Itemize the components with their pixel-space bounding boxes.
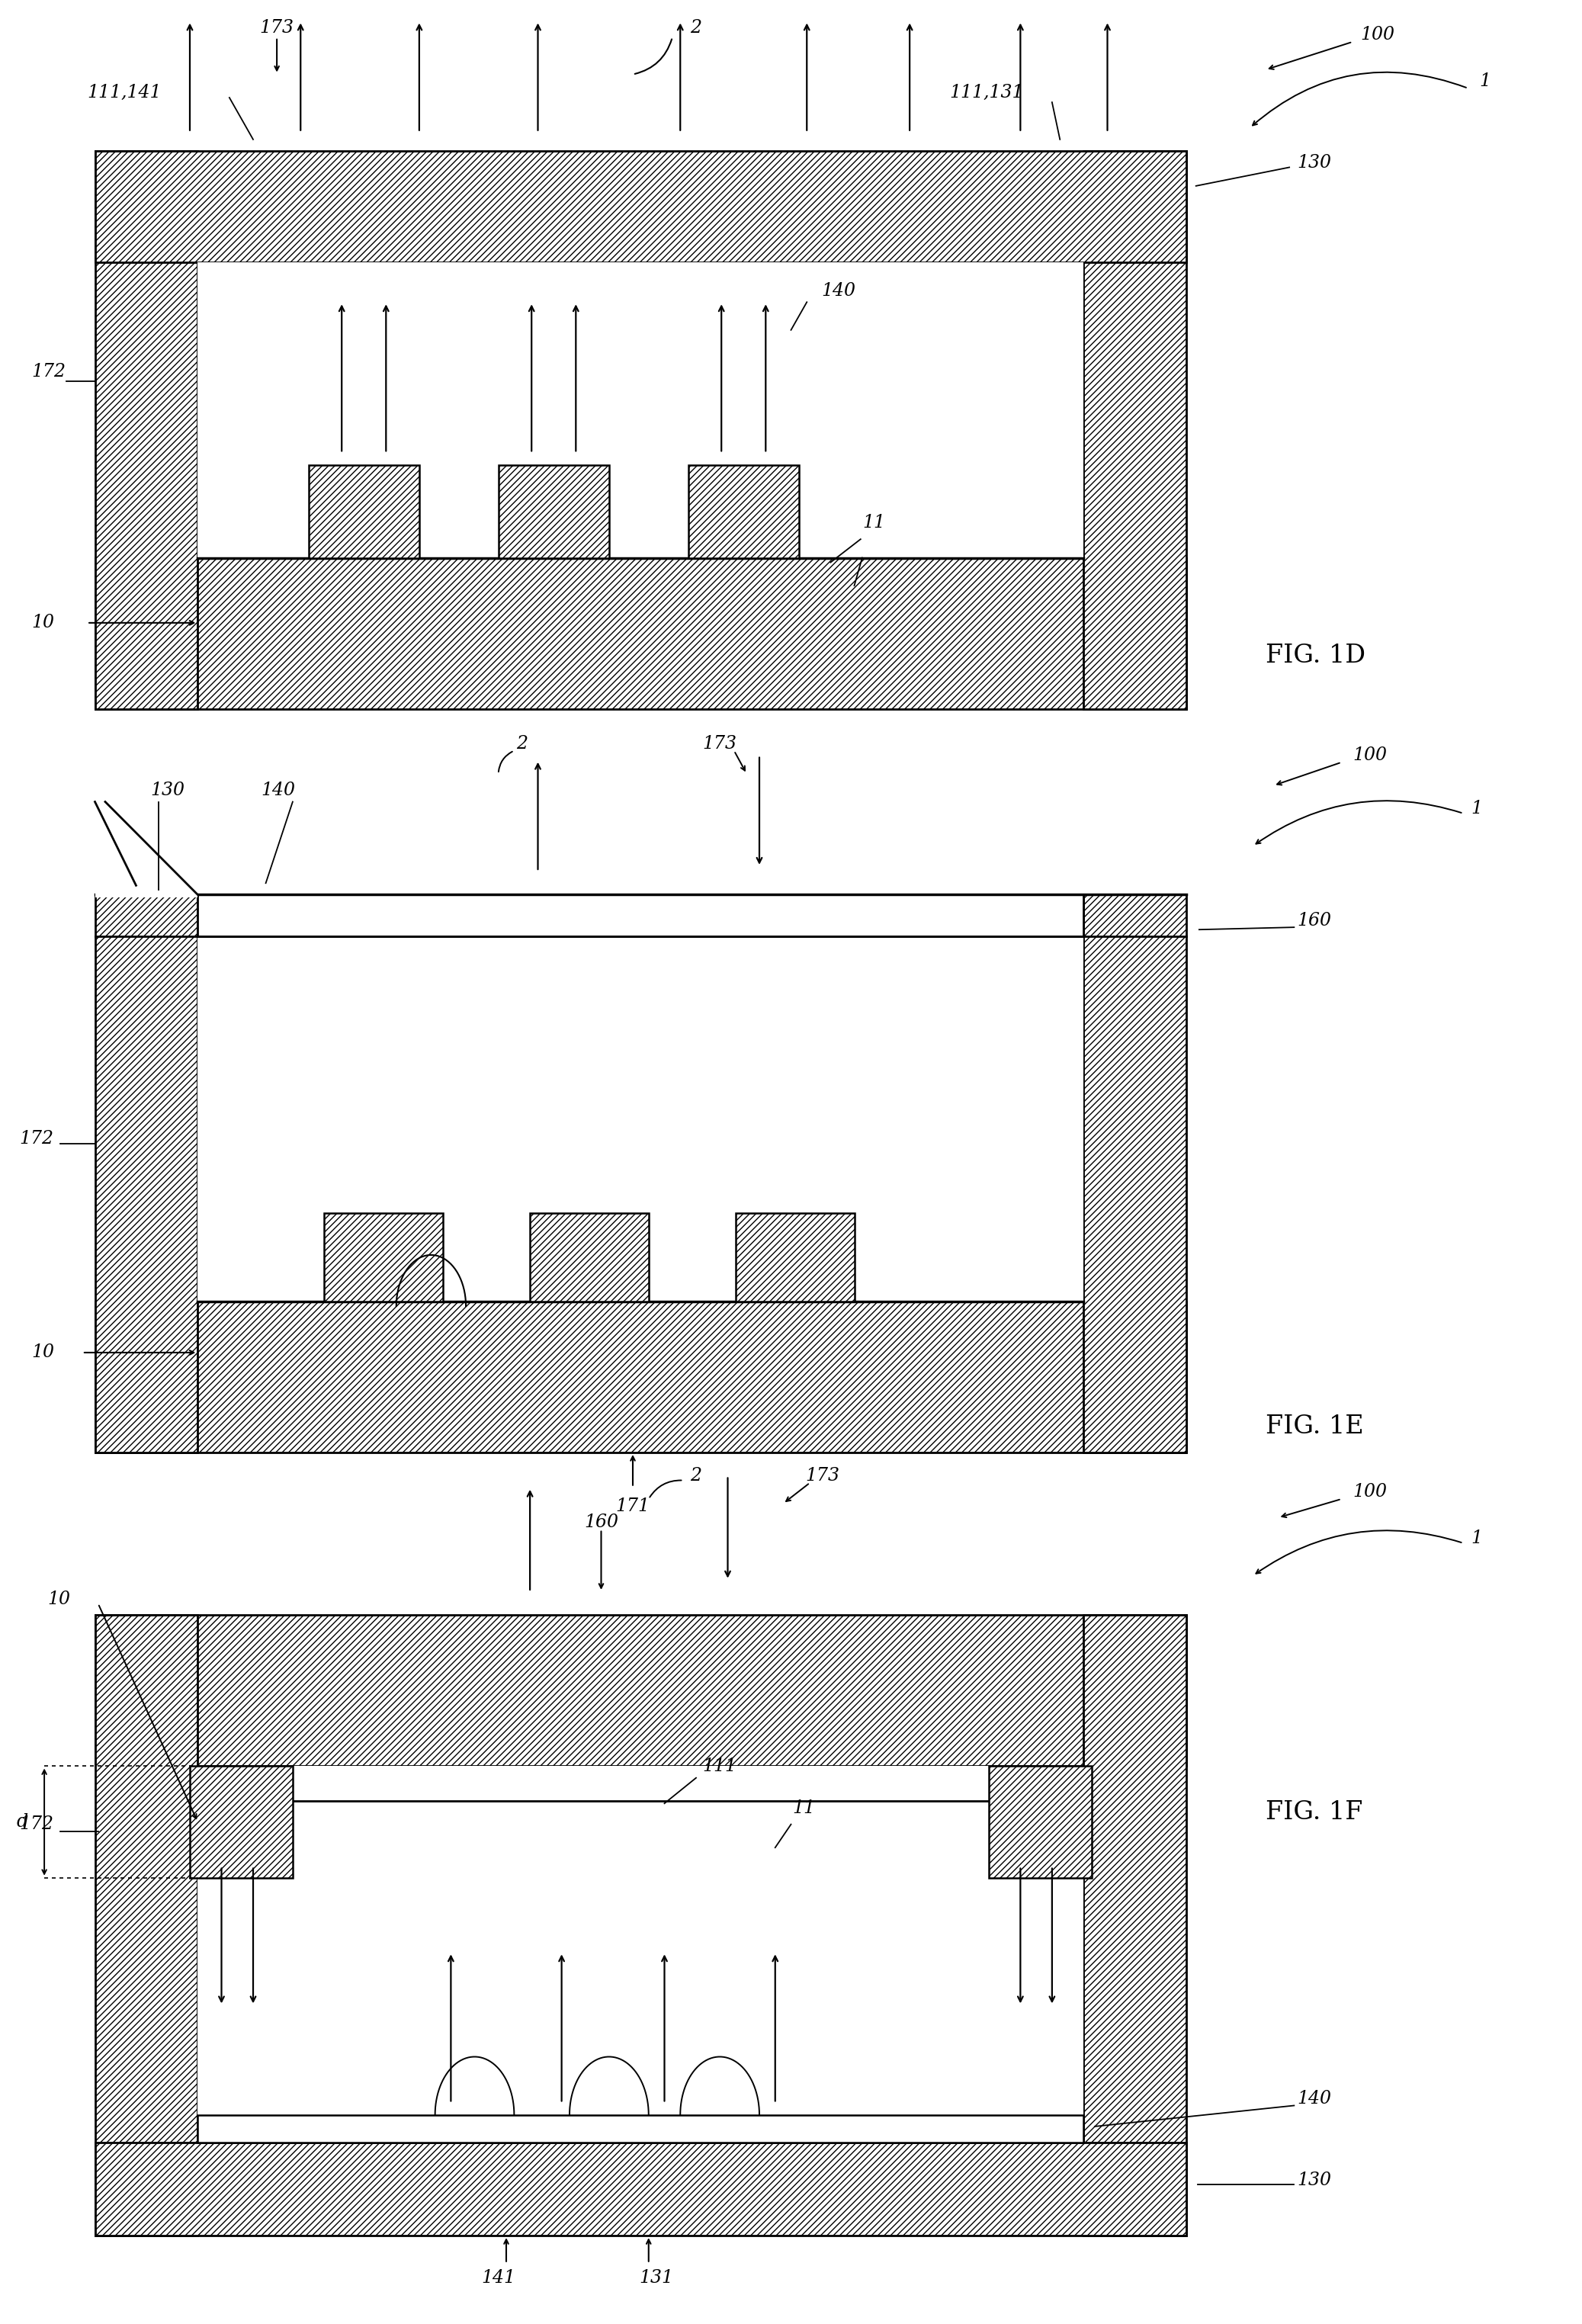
Text: 1: 1 (1471, 799, 1482, 818)
Text: 160: 160 (584, 1513, 619, 1532)
Text: 2: 2 (516, 734, 528, 753)
Bar (1084, 151, 1186, 709)
Text: 140: 140 (821, 281, 856, 300)
Text: FIG. 1D: FIG. 1D (1266, 644, 1365, 667)
Bar (989, 1766, 1092, 1878)
Text: FIG. 1F: FIG. 1F (1266, 1801, 1362, 1824)
Text: 173: 173 (702, 734, 737, 753)
Text: 173: 173 (805, 1466, 840, 1485)
Text: 172: 172 (32, 363, 66, 381)
Bar (1084, 1615, 1186, 2236)
Text: 131: 131 (639, 2268, 674, 2287)
Text: 10: 10 (47, 1590, 70, 1608)
Bar (95, 1615, 1186, 1766)
Text: 10: 10 (32, 1343, 54, 1362)
Bar (95, 151, 1186, 263)
Text: 172: 172 (19, 1815, 54, 1834)
Bar (498, 465, 609, 558)
Text: 140: 140 (261, 781, 296, 799)
Text: 130: 130 (150, 781, 185, 799)
Text: 140: 140 (1297, 2089, 1332, 2108)
Text: 100: 100 (1353, 746, 1387, 765)
Text: 130: 130 (1297, 2171, 1332, 2189)
Text: 100: 100 (1361, 26, 1395, 44)
Bar (198, 937, 1084, 1301)
Text: 1: 1 (1479, 72, 1490, 91)
Text: 173: 173 (259, 19, 294, 37)
Text: 100: 100 (1353, 1483, 1387, 1501)
Bar (736, 1213, 854, 1301)
Text: 2: 2 (690, 19, 702, 37)
Bar (688, 465, 799, 558)
Text: FIG. 1E: FIG. 1E (1266, 1415, 1364, 1439)
Text: 171: 171 (615, 1497, 650, 1515)
Bar (198, 2115, 1084, 2143)
Text: 2: 2 (690, 1466, 702, 1485)
Text: 1: 1 (1471, 1529, 1482, 1548)
Bar (198, 1766, 1084, 2115)
Text: 141: 141 (481, 2268, 516, 2287)
Text: d: d (16, 1813, 28, 1831)
Bar (530, 1213, 649, 1301)
Bar (308, 465, 419, 558)
Text: 11: 11 (862, 514, 884, 532)
Text: 111,141: 111,141 (87, 84, 161, 102)
Bar (95, 558, 1186, 709)
Bar (95, 1301, 1186, 1452)
Bar (198, 263, 1084, 558)
Bar (1084, 895, 1186, 1452)
Text: 111,131: 111,131 (949, 84, 1024, 102)
Text: 10: 10 (32, 614, 54, 632)
Bar (95, 2143, 1186, 2236)
Text: 172: 172 (19, 1129, 54, 1148)
Text: 130: 130 (1297, 153, 1332, 172)
Text: 11: 11 (793, 1799, 815, 1817)
Text: 160: 160 (1297, 911, 1332, 930)
Bar (190, 1766, 293, 1878)
Bar (95, 1615, 198, 2236)
Bar (95, 151, 198, 709)
Bar (198, 895, 1084, 937)
Text: 111: 111 (702, 1757, 737, 1776)
Bar (324, 1213, 443, 1301)
Bar (95, 895, 198, 1452)
Bar (95, 853, 198, 897)
